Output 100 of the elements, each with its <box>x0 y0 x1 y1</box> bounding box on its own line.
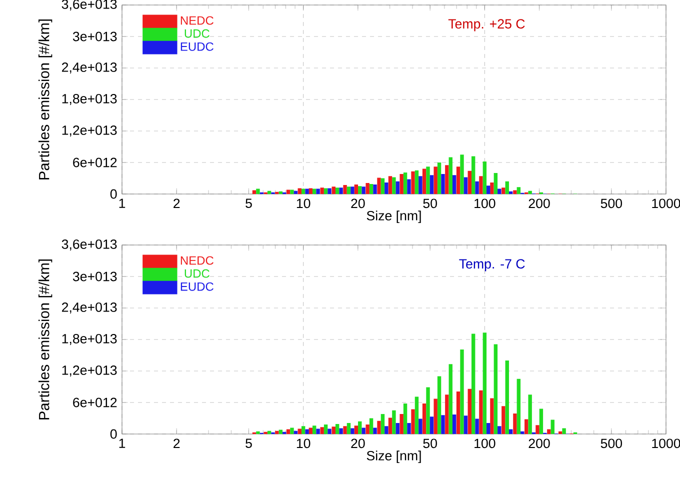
bar <box>468 170 472 194</box>
bar <box>384 182 388 194</box>
y-axis-title: Particles emission [#/km] <box>38 259 52 420</box>
bar <box>290 190 294 194</box>
bar <box>366 424 370 434</box>
bar <box>505 360 509 434</box>
bar <box>335 424 340 434</box>
bar <box>312 426 316 434</box>
bar <box>508 429 513 434</box>
bar <box>558 431 562 434</box>
x-tick-label: 5 <box>246 438 252 448</box>
x-tick-label: 50 <box>423 198 437 208</box>
bar <box>482 161 487 194</box>
x-tick-label: 10 <box>296 198 310 208</box>
bar <box>328 188 332 194</box>
y-tick-label: 6e+012 <box>73 158 117 168</box>
bar <box>513 190 517 194</box>
x-tick-label: 1000 <box>652 438 680 448</box>
bar <box>430 416 434 434</box>
bar <box>508 191 513 194</box>
bar <box>301 188 306 194</box>
bar <box>275 430 279 434</box>
bar <box>350 428 354 434</box>
y-tick-label: 3e+013 <box>72 32 117 42</box>
bar <box>278 430 283 434</box>
bar <box>452 414 456 434</box>
bar <box>479 176 483 194</box>
x-tick-label: 100 <box>474 438 496 448</box>
bar <box>460 349 464 434</box>
bar <box>445 394 449 434</box>
x-tick-label: 200 <box>528 438 550 448</box>
y-tick-label: 3e+013 <box>72 272 117 282</box>
bar <box>422 168 426 194</box>
bar <box>252 190 256 194</box>
y-tick-label: 2,4e+013 <box>62 62 117 74</box>
bar <box>445 165 449 194</box>
bar <box>286 429 290 434</box>
bar <box>513 414 517 434</box>
bar <box>290 428 294 434</box>
bar <box>373 428 377 434</box>
bar <box>460 154 464 194</box>
legend-label: UDC <box>184 29 210 38</box>
bar <box>388 418 392 434</box>
bar <box>411 171 415 194</box>
x-axis-title: Size [nm] <box>366 450 421 464</box>
bar <box>528 394 532 434</box>
bar <box>475 181 479 194</box>
bar <box>324 424 328 434</box>
bar <box>524 419 528 434</box>
bar <box>278 191 283 194</box>
annotation: Temp. +25 C <box>448 19 525 32</box>
bar <box>377 420 381 434</box>
bar <box>456 391 460 434</box>
bar <box>490 182 494 194</box>
bar <box>346 186 351 194</box>
bar <box>392 410 396 434</box>
bar <box>305 188 309 194</box>
x-tick-label: 50 <box>423 438 437 448</box>
y-tick-label: 3,6e+013 <box>62 239 117 251</box>
bar <box>373 184 377 194</box>
legend-label: UDC <box>184 269 210 278</box>
bar <box>414 396 419 434</box>
bar <box>388 176 392 194</box>
bar <box>328 428 332 434</box>
bar <box>343 185 347 194</box>
bar <box>380 178 385 194</box>
bar <box>426 166 430 194</box>
y-tick-label: 0 <box>110 189 117 199</box>
bar <box>520 431 524 434</box>
bar <box>256 188 260 194</box>
bar <box>498 426 502 434</box>
bar <box>536 425 540 434</box>
bar <box>358 186 362 194</box>
bar <box>343 426 347 434</box>
bar <box>308 428 312 434</box>
bar <box>339 188 343 194</box>
y-tick-label: 1,8e+013 <box>62 94 117 106</box>
bar <box>418 418 422 434</box>
bar <box>312 188 316 194</box>
bar <box>354 184 358 194</box>
bar <box>362 186 366 194</box>
bar <box>350 186 354 194</box>
bar <box>301 426 306 434</box>
bar <box>377 178 381 194</box>
bar <box>354 426 358 434</box>
bar <box>516 187 521 194</box>
bar <box>358 421 362 434</box>
bar <box>366 182 370 194</box>
bar <box>422 404 426 434</box>
bar <box>486 422 490 434</box>
bar <box>407 422 411 434</box>
bar <box>418 176 422 194</box>
bar <box>486 186 490 194</box>
y-tick-label: 1,2e+013 <box>62 125 117 137</box>
bar <box>430 175 434 194</box>
y-tick-label: 1,2e+013 <box>62 365 117 377</box>
bar <box>316 188 320 194</box>
bar <box>441 415 445 434</box>
bar <box>384 426 388 434</box>
legend-label: EUDC <box>180 42 214 51</box>
